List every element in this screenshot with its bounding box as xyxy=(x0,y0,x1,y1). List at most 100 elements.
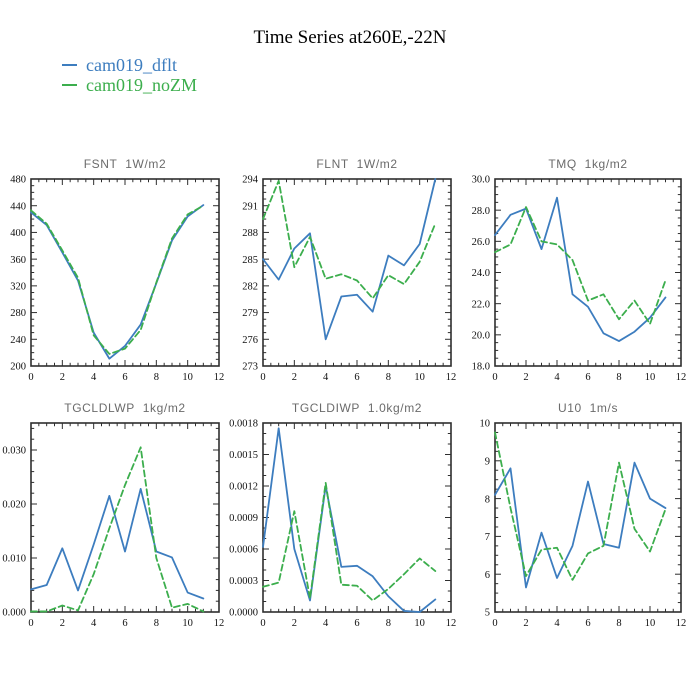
subplot-u10: U10 1m/s 5 6 7 8 9 10 0 2 4 6 8 10 12 xyxy=(480,401,687,629)
line-cam019_dflt xyxy=(494,461,667,589)
x-tick-label: 6 xyxy=(122,618,127,629)
axes-frame xyxy=(262,422,452,613)
y-tick-label: 480 xyxy=(10,175,26,186)
y-tick-label: 0.030 xyxy=(2,446,26,457)
x-tick-label: 12 xyxy=(676,372,687,383)
x-tick-label: 2 xyxy=(523,372,528,383)
y-tick-label: 9 xyxy=(485,456,490,467)
x-tick-label: 10 xyxy=(182,372,193,383)
legend-label-cam019-dflt: cam019_dflt xyxy=(86,55,177,75)
x-tick-label: 8 xyxy=(616,372,621,383)
x-tick-label: 0 xyxy=(492,372,497,383)
y-tick-label: 5 xyxy=(485,608,490,619)
y-tick-label: 360 xyxy=(10,255,26,266)
y-tick-label: 294 xyxy=(242,175,259,186)
tick-labels: 273 276 279 282 285 288 291 294 0 2 4 6 8 10 12 xyxy=(242,175,456,383)
x-tick-label: 10 xyxy=(645,372,656,383)
tick-labels: 0.000 0.010 0.020 0.030 0 2 4 6 8 10 12 xyxy=(2,446,224,629)
x-tick-label: 6 xyxy=(122,372,127,383)
y-tick-label: 28.0 xyxy=(472,206,490,217)
ticks xyxy=(30,423,220,613)
y-tick-label: 0.0018 xyxy=(229,419,258,430)
y-tick-label: 282 xyxy=(242,282,258,293)
y-tick-label: 291 xyxy=(242,201,258,212)
axes-frame xyxy=(30,422,220,613)
line-cam019_dflt xyxy=(494,196,667,342)
x-tick-label: 0 xyxy=(492,618,497,629)
x-tick-label: 4 xyxy=(554,372,560,383)
line-cam019_dflt xyxy=(30,487,205,600)
x-tick-label: 4 xyxy=(323,618,329,629)
y-tick-label: 10 xyxy=(480,419,491,430)
x-tick-label: 2 xyxy=(292,372,297,383)
axes-frame xyxy=(30,178,220,367)
x-tick-label: 0 xyxy=(260,372,265,383)
y-tick-label: 0.000 xyxy=(2,608,26,619)
y-tick-label: 279 xyxy=(242,308,258,319)
x-tick-label: 10 xyxy=(414,372,425,383)
line-cam019_noZM xyxy=(494,431,667,581)
y-tick-label: 0.0000 xyxy=(229,608,258,619)
x-tick-label: 2 xyxy=(292,618,297,629)
tick-labels: 5 6 7 8 9 10 0 2 4 6 8 10 12 xyxy=(480,419,687,629)
y-tick-label: 7 xyxy=(485,532,490,543)
x-tick-label: 8 xyxy=(154,618,159,629)
subplot-tgcldlwp: TGCLDLWP 1kg/m2 0.000 0.010 0.020 0.030 0 2 4 6 8… xyxy=(2,401,224,629)
legend-item-cam019-nozm: cam019_noZM xyxy=(62,75,197,95)
y-tick-label: 400 xyxy=(10,228,26,239)
plot-title-fsnt: FSNT 1W/m2 xyxy=(84,157,167,171)
x-tick-label: 4 xyxy=(554,618,560,629)
y-tick-label: 26.0 xyxy=(472,237,490,248)
y-tick-label: 6 xyxy=(485,570,490,581)
subplot-flnt: FLNT 1W/m2 273 276 279 282 285 288 291 294 0 2 4 6 8 1… xyxy=(242,157,456,383)
y-tick-label: 0.0006 xyxy=(229,545,258,556)
axes-frame xyxy=(494,178,682,367)
x-tick-label: 12 xyxy=(446,618,457,629)
x-tick-label: 4 xyxy=(91,372,97,383)
x-tick-label: 2 xyxy=(60,372,65,383)
x-tick-label: 10 xyxy=(182,618,193,629)
legend-item-cam019-dflt: cam019_dflt xyxy=(62,55,197,75)
y-tick-label: 273 xyxy=(242,362,258,373)
line-cam019_noZM xyxy=(494,206,667,325)
y-tick-label: 18.0 xyxy=(472,362,490,373)
x-tick-label: 12 xyxy=(214,372,225,383)
ticks xyxy=(30,178,220,367)
plot-title-flnt: FLNT 1W/m2 xyxy=(316,157,397,171)
x-tick-label: 2 xyxy=(60,618,65,629)
line-cam019_noZM xyxy=(262,179,437,300)
x-tick-label: 6 xyxy=(585,372,590,383)
y-tick-label: 440 xyxy=(10,201,26,212)
plot-title-tgcldlwp: TGCLDLWP 1kg/m2 xyxy=(64,401,185,415)
y-tick-label: 0.010 xyxy=(2,554,26,565)
subplot-tmq: TMQ 1kg/m2 18.0 20.0 22.0 24.0 26.0 28.0 30.0 0 2… xyxy=(472,157,687,383)
ticks xyxy=(494,178,682,367)
x-tick-label: 0 xyxy=(28,372,33,383)
x-tick-label: 12 xyxy=(446,372,457,383)
x-tick-label: 2 xyxy=(523,618,528,629)
plot-title-u10: U10 1m/s xyxy=(558,401,618,415)
line-cam019_noZM xyxy=(30,446,205,613)
axes-frame xyxy=(494,422,682,613)
subplot-fsnt: FSNT 1W/m2 200 240 280 320 360 400 440 480 0 2 4 6 8 1… xyxy=(10,157,224,383)
y-tick-label: 280 xyxy=(10,308,26,319)
y-tick-label: 276 xyxy=(242,335,258,346)
x-tick-label: 10 xyxy=(645,618,656,629)
y-tick-label: 22.0 xyxy=(472,299,490,310)
page-title: Time Series at260E,-22N xyxy=(253,27,447,48)
y-tick-label: 20.0 xyxy=(472,331,490,342)
x-tick-label: 6 xyxy=(354,372,359,383)
legend: cam019_dflt cam019_noZM xyxy=(62,55,197,95)
y-tick-label: 0.0012 xyxy=(229,482,258,493)
line-cam019_dflt xyxy=(30,204,205,360)
y-tick-label: 200 xyxy=(10,362,26,373)
y-tick-label: 8 xyxy=(485,494,490,505)
tick-labels: 0.0000 0.0003 0.0006 0.0009 0.0012 0.0015 0.00… xyxy=(229,419,456,629)
legend-label-cam019-nozm: cam019_noZM xyxy=(86,75,197,95)
line-cam019_dflt xyxy=(262,427,437,613)
x-tick-label: 12 xyxy=(676,618,687,629)
y-tick-label: 0.020 xyxy=(2,500,26,511)
subplot-tgcldiwp: TGCLDIWP 1.0kg/m20.00000.00030.00060.000… xyxy=(229,401,456,629)
plot-title-tmq: TMQ 1kg/m2 xyxy=(548,157,627,171)
x-tick-label: 8 xyxy=(616,618,621,629)
